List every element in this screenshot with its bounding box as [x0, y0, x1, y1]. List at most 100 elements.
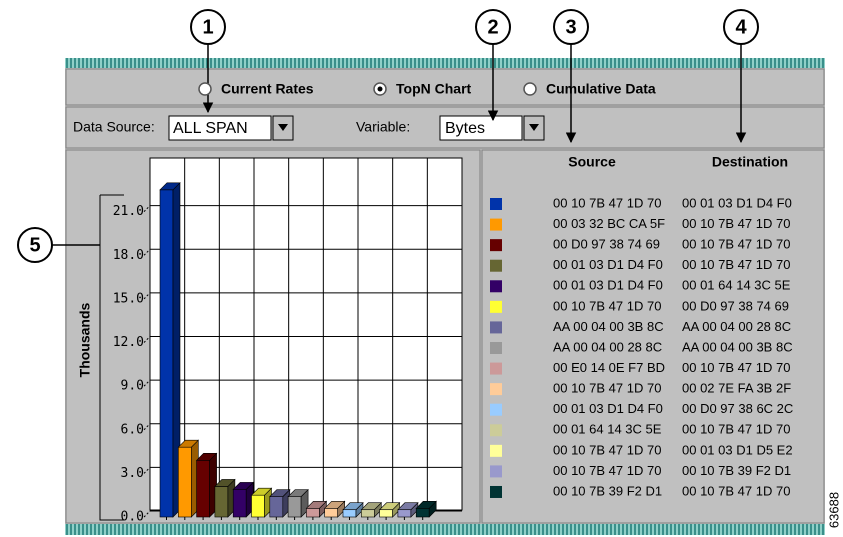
- table-cell: 00 10 7B 47 1D 70: [553, 463, 661, 478]
- legend-swatch: [490, 239, 502, 252]
- table-panel: [481, 149, 825, 524]
- legend-swatch: [490, 259, 502, 272]
- data-source-select[interactable]: [168, 115, 272, 141]
- y-tick-label: 6.0: [121, 422, 144, 437]
- legend-swatch: [490, 383, 502, 396]
- callout-circle: [190, 9, 226, 45]
- table-cell: AA 00 04 00 28 8C: [553, 339, 662, 354]
- bar: [232, 489, 247, 518]
- table-cell: 00 01 03 D1 D4 F0: [553, 257, 663, 272]
- y-tick-label: 15.0: [113, 291, 144, 306]
- radio-label: TopN Chart: [396, 81, 472, 97]
- y-tick-label: 12.0: [113, 335, 144, 350]
- bar: [306, 507, 320, 518]
- legend-swatch: [490, 485, 502, 498]
- legend-swatch: [490, 321, 502, 334]
- table-cell: 00 10 7B 47 1D 70: [682, 257, 790, 272]
- bar: [397, 509, 412, 518]
- table-cell: 00 01 03 D1 D4 F0: [553, 278, 663, 293]
- tick-mark: [143, 336, 151, 343]
- table-cell: 00 10 7B 47 1D 70: [553, 298, 661, 313]
- legend-swatch: [490, 198, 502, 210]
- radio-label: Cumulative Data: [546, 81, 656, 97]
- bar-top: [250, 487, 273, 496]
- table-cell: 00 01 03 D1 D5 E2: [682, 442, 793, 457]
- callout-number: 3: [565, 16, 576, 38]
- y-tick-label: 9.0: [121, 379, 144, 394]
- y-tick-label: 21.0: [113, 204, 144, 219]
- bar-top: [305, 500, 328, 509]
- table-cell: 00 10 7B 47 1D 70: [682, 360, 790, 375]
- variable-select[interactable]: [439, 115, 523, 141]
- table-cell: 00 03 32 BC CA 5F: [553, 216, 665, 231]
- tick-mark: [143, 292, 151, 300]
- top-stripe: [65, 58, 825, 68]
- tick-mark: [143, 510, 151, 518]
- tick-mark: [143, 205, 151, 212]
- table-cell: 00 10 7B 39 F2 D1: [553, 483, 662, 498]
- bar-top: [214, 479, 236, 487]
- table-cell: 00 10 7B 47 1D 70: [553, 442, 661, 457]
- callout-circle: [553, 9, 589, 45]
- callout-number: 5: [29, 234, 40, 256]
- table-cell: 00 10 7B 47 1D 70: [682, 483, 790, 498]
- dropdown-arrow: [278, 124, 288, 131]
- bar-top: [232, 482, 254, 490]
- bar-top: [323, 500, 346, 509]
- y-axis-label: Thousands: [77, 302, 93, 377]
- dropdown-arrow: [529, 124, 539, 131]
- callout-number: 1: [202, 16, 213, 38]
- table-cell: 00 10 7B 47 1D 70: [682, 216, 790, 231]
- legend-swatch: [490, 465, 502, 478]
- bar: [342, 509, 357, 518]
- table-cell: 00 01 64 14 3C 5E: [553, 422, 662, 437]
- table-cell: 00 01 64 14 3C 5E: [682, 278, 791, 293]
- tick-mark: [143, 248, 151, 256]
- table-cell: 00 10 7B 47 1D 70: [682, 237, 790, 252]
- bar: [196, 459, 210, 518]
- table-cell: 00 10 7B 39 F2 D1: [682, 463, 791, 478]
- variable-label: Variable:: [356, 119, 410, 135]
- bar: [415, 507, 430, 518]
- table-cell: AA 00 04 00 28 8C: [682, 319, 791, 334]
- y-tick-label: 3.0: [121, 466, 144, 481]
- table-cell: 00 01 03 D1 D4 F0: [553, 401, 663, 416]
- table-cell: 00 D0 97 38 74 69: [553, 237, 660, 252]
- bar: [251, 494, 265, 518]
- table-cell: 00 E0 14 0E F7 BD: [553, 360, 665, 375]
- column-header: Source: [568, 154, 616, 170]
- table-cell: 00 02 7E FA 3B 2F: [682, 381, 791, 396]
- bar: [287, 496, 302, 518]
- legend-swatch: [490, 444, 502, 457]
- bottom-stripe: [65, 524, 825, 535]
- bar-top: [360, 502, 383, 511]
- legend-swatch: [490, 403, 502, 416]
- bar: [379, 509, 393, 518]
- y-tick-label: 18.0: [113, 248, 144, 263]
- bar-top: [269, 489, 291, 497]
- callout-number: 4: [735, 16, 747, 38]
- radio-button[interactable]: [198, 82, 212, 96]
- bar-top: [195, 452, 218, 461]
- legend-swatch: [490, 280, 502, 293]
- callout-circle: [475, 9, 511, 45]
- figure-id: 63688: [826, 492, 841, 528]
- y-tick-label: 0.0: [121, 510, 144, 525]
- table-cell: 00 01 03 D1 D4 F0: [682, 195, 792, 210]
- bar-top: [378, 502, 401, 511]
- bar: [324, 507, 339, 518]
- table-cell: 00 D0 97 38 74 69: [682, 298, 789, 313]
- legend-swatch: [490, 341, 502, 354]
- data-source-value: ALL SPAN: [173, 120, 248, 137]
- radio-button[interactable]: [523, 82, 537, 96]
- tick-mark: [143, 379, 151, 387]
- legend-swatch: [490, 362, 502, 375]
- plot-area: [149, 157, 463, 511]
- view-row: [65, 68, 825, 106]
- column-header: Destination: [712, 154, 788, 170]
- table-cell: 00 10 7B 47 1D 70: [553, 381, 661, 396]
- bar-top: [397, 502, 419, 511]
- bar: [159, 189, 174, 518]
